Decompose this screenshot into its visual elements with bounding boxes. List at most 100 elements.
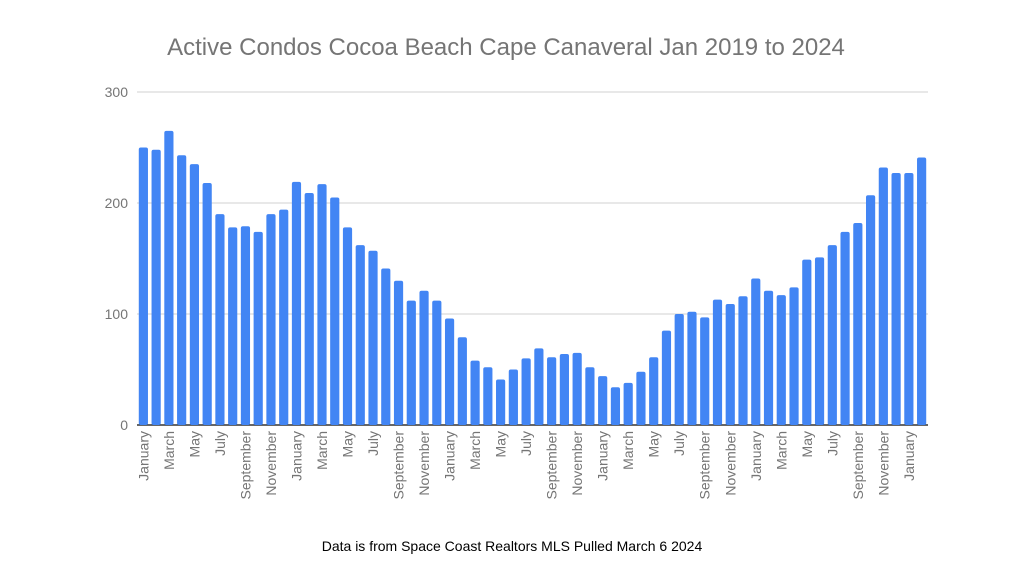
bar bbox=[534, 348, 544, 425]
x-tick-label: July bbox=[518, 431, 534, 456]
bar bbox=[763, 290, 774, 425]
bar bbox=[240, 226, 251, 425]
bar bbox=[572, 352, 582, 425]
x-tick-label: May bbox=[799, 431, 815, 457]
bar bbox=[177, 155, 187, 425]
bar bbox=[802, 259, 812, 425]
bar bbox=[521, 358, 531, 425]
bar bbox=[649, 357, 659, 425]
x-tick-label: May bbox=[186, 431, 202, 457]
x-tick-label: March bbox=[161, 431, 177, 470]
bar bbox=[598, 376, 608, 425]
x-tick-label: November bbox=[263, 431, 279, 496]
x-tick-label: January bbox=[288, 431, 304, 481]
x-tick-label: May bbox=[646, 431, 662, 457]
bar bbox=[444, 318, 455, 425]
bar bbox=[636, 371, 646, 425]
bar bbox=[917, 157, 927, 426]
x-tick-label: March bbox=[467, 431, 483, 470]
bar bbox=[279, 209, 289, 425]
bar bbox=[496, 379, 506, 425]
x-tick-label: July bbox=[671, 431, 687, 456]
bar bbox=[738, 296, 748, 425]
bar bbox=[508, 369, 518, 425]
bar bbox=[393, 280, 404, 425]
x-tick-label: March bbox=[773, 431, 789, 470]
x-tick-label: January bbox=[595, 431, 611, 481]
bar bbox=[878, 167, 888, 426]
bar bbox=[814, 257, 825, 425]
x-tick-label: May bbox=[340, 431, 356, 457]
bar bbox=[266, 214, 276, 425]
x-tick-label: September bbox=[850, 431, 866, 500]
bar bbox=[827, 245, 837, 425]
bar bbox=[585, 367, 595, 425]
bar bbox=[330, 197, 340, 425]
bar bbox=[432, 300, 442, 425]
x-tick-label: March bbox=[620, 431, 636, 470]
bar bbox=[355, 245, 365, 425]
bar bbox=[253, 231, 263, 425]
bar bbox=[483, 367, 493, 425]
bar bbox=[228, 227, 238, 425]
bar bbox=[853, 222, 863, 425]
bar bbox=[164, 130, 174, 425]
y-tick-label: 100 bbox=[105, 306, 129, 322]
x-tick-label: September bbox=[697, 431, 713, 500]
bar bbox=[304, 193, 314, 425]
bar bbox=[904, 173, 914, 425]
y-tick-label: 0 bbox=[120, 417, 128, 433]
x-tick-label: November bbox=[875, 431, 891, 496]
chart-title: Active Condos Cocoa Beach Cape Canaveral… bbox=[167, 34, 845, 61]
x-tick-label: July bbox=[212, 431, 228, 456]
bar bbox=[751, 278, 761, 425]
bar bbox=[559, 353, 569, 425]
x-tick-label: September bbox=[544, 431, 560, 500]
x-tick-label: November bbox=[722, 431, 738, 496]
x-tick-label: January bbox=[748, 431, 764, 481]
bar bbox=[381, 268, 391, 425]
bar bbox=[700, 317, 710, 425]
x-tick-label: September bbox=[237, 431, 253, 500]
x-tick-label: November bbox=[569, 431, 585, 496]
bar bbox=[891, 173, 901, 425]
bar bbox=[368, 250, 378, 425]
bar bbox=[610, 387, 621, 425]
bar bbox=[840, 231, 850, 425]
bar bbox=[865, 195, 876, 425]
x-tick-label: May bbox=[493, 431, 509, 457]
bar bbox=[215, 214, 225, 425]
bar bbox=[317, 184, 327, 425]
x-tick-label: September bbox=[391, 431, 407, 500]
bar bbox=[419, 290, 429, 425]
bar bbox=[189, 164, 200, 425]
bar bbox=[623, 382, 633, 425]
bar bbox=[342, 227, 353, 425]
bar bbox=[406, 300, 416, 425]
bar bbox=[202, 183, 212, 425]
bar bbox=[712, 299, 723, 425]
x-tick-label: January bbox=[901, 431, 917, 481]
source-note: Data is from Space Coast Realtors MLS Pu… bbox=[321, 538, 703, 554]
bar bbox=[138, 147, 148, 425]
y-tick-label: 200 bbox=[105, 195, 129, 211]
bar bbox=[776, 295, 786, 425]
bar bbox=[674, 314, 684, 425]
bar bbox=[457, 337, 467, 425]
bar bbox=[151, 149, 161, 425]
x-tick-label: July bbox=[824, 431, 840, 456]
bar bbox=[547, 357, 557, 425]
x-tick-label: March bbox=[314, 431, 330, 470]
bar bbox=[789, 287, 799, 425]
x-tick-label: January bbox=[135, 431, 151, 481]
bar bbox=[661, 330, 672, 425]
x-tick-label: January bbox=[442, 431, 458, 481]
bar bbox=[291, 181, 302, 425]
bar bbox=[470, 360, 480, 425]
x-tick-label: November bbox=[416, 431, 432, 496]
bar bbox=[725, 304, 735, 425]
y-tick-label: 300 bbox=[105, 84, 129, 100]
bar bbox=[687, 311, 697, 425]
x-tick-label: July bbox=[365, 431, 381, 456]
